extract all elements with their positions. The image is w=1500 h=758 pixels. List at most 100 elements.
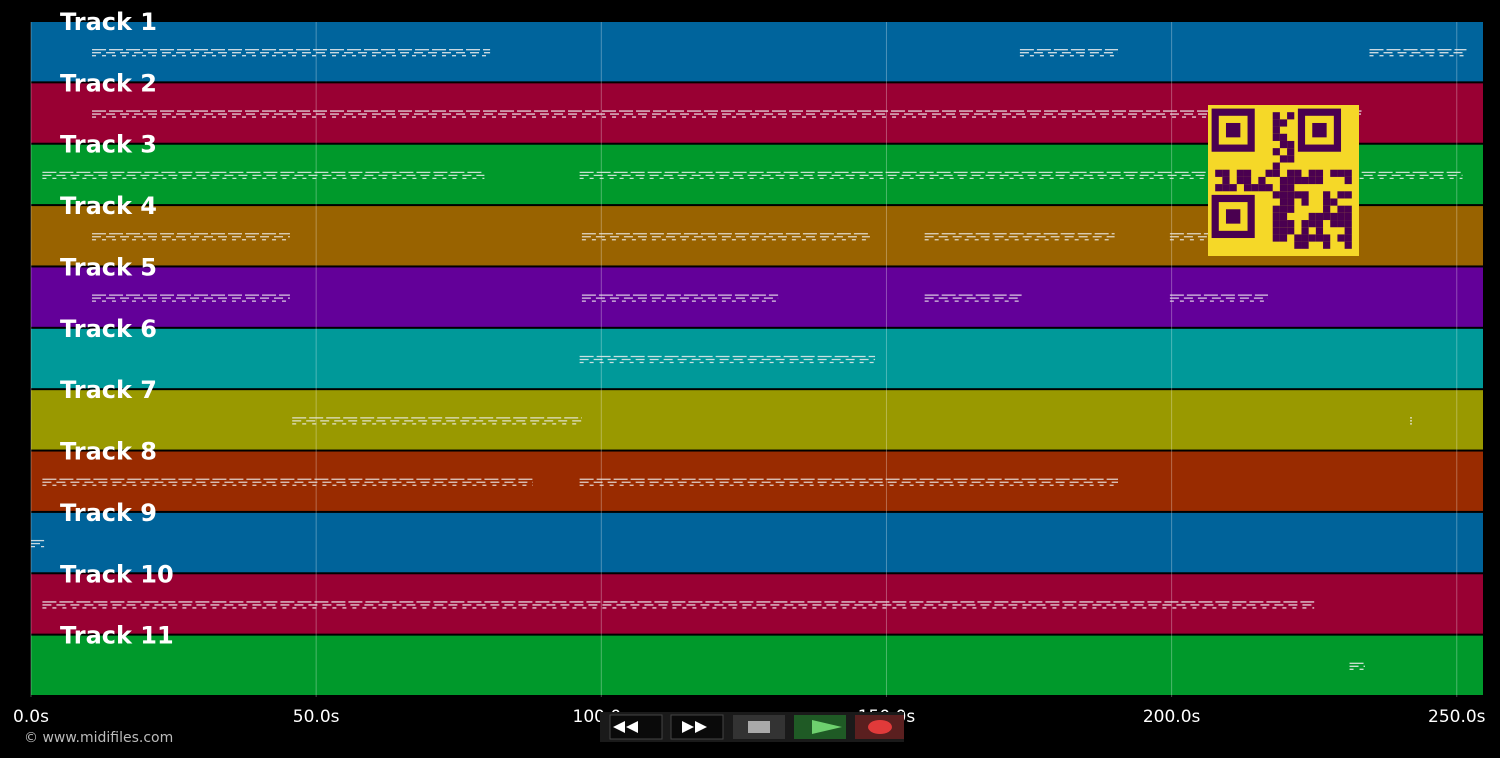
qr-module	[1287, 169, 1295, 177]
qr-module	[1344, 176, 1352, 185]
track-label: Track 4	[60, 192, 157, 220]
qr-module	[1344, 241, 1352, 249]
qr-module	[1323, 234, 1331, 242]
qr-module	[1222, 169, 1230, 177]
qr-module	[1344, 191, 1352, 199]
qr-module	[1272, 162, 1280, 170]
qr-module	[1337, 169, 1345, 177]
qr-code	[1208, 105, 1359, 256]
qr-module	[1323, 212, 1331, 221]
qr-module	[1323, 205, 1331, 213]
qr-module	[1215, 169, 1223, 177]
qr-module	[1287, 198, 1295, 206]
note-run	[1349, 662, 1365, 670]
forward-button[interactable]	[670, 714, 724, 740]
qr-module	[1272, 227, 1280, 235]
play-icon	[812, 720, 842, 734]
note-run	[1410, 417, 1413, 425]
qr-module	[1272, 169, 1280, 177]
qr-module	[1287, 184, 1295, 192]
qr-module	[1323, 191, 1331, 199]
qr-module	[1279, 212, 1288, 221]
qr-finder	[1211, 194, 1255, 239]
stop-button[interactable]	[733, 715, 785, 739]
qr-module	[1279, 205, 1288, 213]
qr-module	[1279, 176, 1288, 185]
qr-module	[1272, 205, 1280, 213]
note-run	[579, 355, 876, 364]
qr-finder	[1225, 122, 1241, 138]
notes	[31, 49, 1467, 670]
qr-module	[1279, 191, 1288, 199]
qr-module	[1344, 220, 1352, 228]
forward-icon	[682, 721, 707, 733]
qr-module	[1279, 140, 1288, 149]
note-run	[1169, 294, 1268, 302]
qr-module	[1301, 176, 1309, 185]
note-run	[581, 294, 779, 302]
qr-module	[1315, 169, 1324, 177]
qr-module	[1294, 234, 1302, 242]
note-run	[92, 233, 290, 241]
qr-module	[1308, 176, 1316, 185]
track-label: Track 3	[60, 131, 157, 159]
stop-icon	[748, 721, 770, 733]
qr-module	[1279, 119, 1288, 127]
track-row	[31, 267, 1483, 327]
qr-module	[1344, 234, 1352, 242]
qr-module	[1236, 169, 1244, 177]
x-tick-label: 0.0s	[13, 707, 49, 727]
note-run	[31, 539, 45, 548]
qr-module	[1287, 148, 1295, 156]
qr-module	[1315, 176, 1324, 185]
qr-module	[1287, 155, 1295, 163]
transport-controls	[600, 712, 904, 742]
qr-module	[1337, 220, 1345, 228]
qr-module	[1287, 220, 1295, 228]
record-button[interactable]	[855, 715, 904, 739]
track-label: Track 11	[60, 622, 174, 650]
qr-module	[1330, 212, 1338, 221]
qr-module	[1236, 176, 1244, 185]
qr-module	[1279, 227, 1288, 235]
track-label: Track 2	[60, 69, 157, 97]
qr-module	[1272, 234, 1280, 242]
track-row	[31, 574, 1483, 634]
qr-module	[1265, 169, 1273, 177]
note-run	[924, 294, 1022, 302]
qr-module	[1272, 126, 1280, 134]
qr-module	[1315, 212, 1324, 221]
qr-module	[1344, 205, 1352, 213]
qr-module	[1251, 184, 1259, 192]
track-label: Track 5	[60, 253, 157, 281]
qr-module	[1243, 169, 1252, 177]
note-run	[581, 233, 870, 241]
track-row	[31, 390, 1483, 450]
qr-module	[1272, 112, 1280, 120]
note-run	[92, 294, 290, 302]
note-run	[924, 233, 1115, 241]
qr-module	[1258, 184, 1266, 192]
track-row	[31, 635, 1483, 695]
qr-module	[1294, 191, 1302, 199]
qr-module	[1243, 184, 1252, 192]
qr-module	[1272, 191, 1280, 199]
play-button[interactable]	[794, 715, 846, 739]
note-run	[42, 478, 533, 486]
track-label: Track 8	[60, 438, 157, 466]
qr-module	[1308, 234, 1316, 242]
qr-module	[1272, 133, 1280, 141]
qr-module	[1344, 212, 1352, 221]
qr-module	[1337, 212, 1345, 221]
qr-module	[1337, 234, 1345, 242]
note-run	[579, 478, 1119, 486]
x-tick-label: 200.0s	[1143, 707, 1201, 727]
qr-finder	[1312, 122, 1327, 138]
qr-module	[1258, 176, 1266, 185]
rewind-button[interactable]	[609, 714, 663, 740]
qr-module	[1215, 184, 1223, 192]
qr-module	[1229, 184, 1237, 192]
qr-module	[1279, 155, 1288, 163]
note-run	[92, 110, 1362, 118]
